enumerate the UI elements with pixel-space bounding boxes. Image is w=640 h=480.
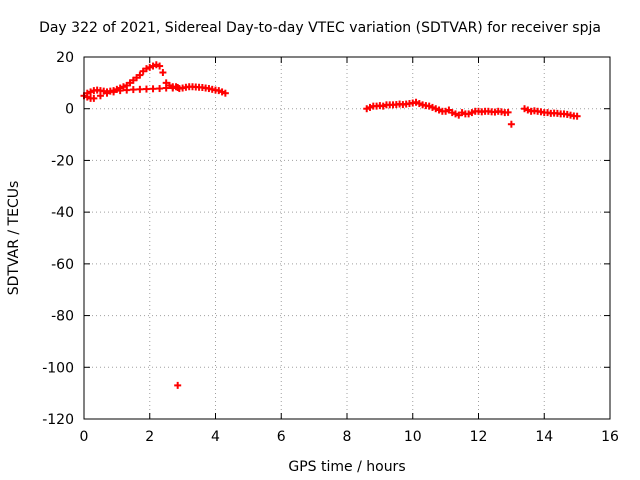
- plot-frame: [83, 56, 611, 420]
- x-tick-label: 0: [80, 429, 89, 445]
- x-tick-label: 16: [601, 429, 619, 445]
- data-point: [149, 85, 157, 93]
- y-tick-label: -40: [51, 205, 74, 221]
- data-point: [142, 85, 150, 93]
- y-tick-label: -100: [42, 360, 74, 376]
- data-point: [136, 85, 144, 93]
- data-point: [507, 120, 515, 128]
- chart-title: Day 322 of 2021, Sidereal Day-to-day VTE…: [39, 20, 601, 36]
- y-tick-label: -20: [51, 153, 74, 169]
- y-tick-label: -120: [42, 412, 74, 428]
- x-axis-label: GPS time / hours: [288, 459, 405, 475]
- y-tick-label: 0: [65, 102, 74, 118]
- data-point: [129, 86, 137, 94]
- data-point: [504, 108, 512, 116]
- x-tick-label: 2: [145, 429, 154, 445]
- data-point: [159, 69, 167, 77]
- grid: [84, 57, 610, 419]
- data-point: [156, 62, 164, 70]
- data-point: [162, 84, 170, 92]
- data-point: [136, 71, 144, 79]
- data-point: [156, 85, 164, 93]
- data-point: [123, 86, 131, 94]
- x-tick-label: 14: [535, 429, 553, 445]
- y-tick-label: -80: [51, 309, 74, 325]
- data-points: [80, 61, 581, 389]
- data-point: [174, 381, 182, 389]
- y-axis-label: SDTVAR / TECUs: [6, 181, 22, 296]
- x-tick-label: 12: [470, 429, 488, 445]
- data-point: [96, 92, 104, 100]
- data-point: [103, 89, 111, 97]
- y-tick-label: 20: [56, 50, 74, 66]
- y-tick-label: -60: [51, 257, 74, 273]
- data-point: [90, 94, 98, 102]
- x-tick-label: 4: [211, 429, 220, 445]
- data-point: [110, 88, 118, 96]
- data-point: [221, 89, 229, 97]
- axis-ticks: 0 2 4 6 8 10 12 14 16 20 0 -20 -40 -60 -80 -100 -120: [42, 50, 619, 445]
- data-point: [116, 87, 124, 95]
- x-tick-label: 6: [277, 429, 286, 445]
- data-point: [573, 112, 581, 120]
- x-tick-label: 10: [404, 429, 422, 445]
- x-tick-label: 8: [343, 429, 352, 445]
